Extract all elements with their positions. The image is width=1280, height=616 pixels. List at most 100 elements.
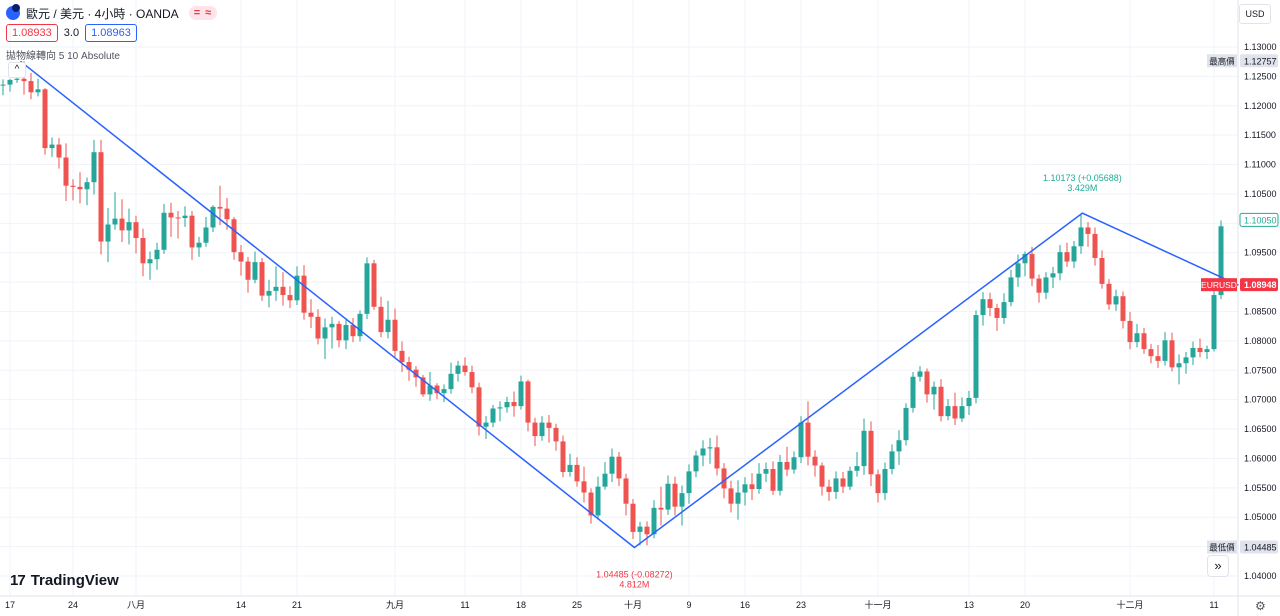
candle-body	[203, 227, 209, 243]
candle-body	[336, 323, 342, 341]
tradingview-logo[interactable]: 17 TradingView	[10, 572, 119, 589]
candle-body	[1197, 347, 1203, 353]
x-tick-label: 十一月	[864, 599, 891, 610]
candle-body	[749, 484, 755, 490]
y-tick-label: 1.09500	[1244, 248, 1277, 258]
candle-body	[686, 471, 692, 494]
price-tag-label: EURUSD	[1201, 280, 1237, 290]
indicator-legend[interactable]: 拋物線轉向 5 10 Absolute	[6, 51, 120, 62]
x-tick-label: 9	[686, 600, 691, 610]
x-tick-label: 18	[516, 600, 526, 610]
candle-body	[637, 526, 643, 532]
y-tick-label: 1.07500	[1244, 365, 1277, 375]
candle-body	[210, 206, 216, 228]
y-tick-label: 1.08500	[1244, 307, 1277, 317]
candle-body	[441, 389, 447, 394]
currency-button[interactable]: USD	[1239, 4, 1271, 24]
x-tick-label: 23	[796, 600, 806, 610]
candle-body	[742, 484, 748, 493]
candle-body	[770, 469, 776, 491]
candle-body	[455, 365, 461, 374]
x-tick-label: 25	[572, 600, 582, 610]
candle-body	[868, 430, 874, 475]
candle-body	[70, 185, 76, 187]
candle-body	[588, 492, 594, 516]
candle-body	[665, 483, 671, 510]
candle-body	[700, 448, 706, 456]
candle-body	[308, 312, 314, 317]
y-tick-label: 1.11000	[1244, 160, 1276, 170]
candle-body	[217, 206, 223, 209]
candle-body	[1064, 252, 1070, 262]
candle-body	[84, 182, 90, 190]
x-tick-label: 11	[460, 600, 469, 610]
price-tag-value: 1.10050	[1244, 215, 1277, 225]
price-tag-high	[1240, 54, 1278, 68]
y-tick-label: 1.12500	[1244, 71, 1277, 81]
candle-body	[1071, 246, 1077, 262]
candle-body	[238, 252, 244, 262]
candle-body	[679, 493, 685, 507]
candle-body	[35, 89, 41, 93]
candle-body	[1183, 357, 1189, 364]
candle-body	[651, 507, 657, 535]
candle-body	[1015, 263, 1021, 278]
candle-body	[532, 422, 538, 437]
candle-body	[1036, 278, 1042, 293]
y-tick-label: 1.04000	[1244, 571, 1277, 581]
price-tag-label: 最高價	[1209, 56, 1235, 66]
candle-body	[189, 215, 195, 248]
candle-body	[938, 386, 944, 417]
candle-body	[1078, 227, 1084, 247]
candle-body	[476, 387, 482, 427]
candle-body	[819, 465, 825, 487]
gear-icon[interactable]: ⚙	[1255, 599, 1266, 613]
candle-body	[147, 259, 153, 264]
sell-price-button[interactable]: 1.08933	[6, 24, 58, 42]
candle-body	[791, 457, 797, 470]
extreme-annotation: 1.10173 (+0.05688)	[1043, 173, 1122, 183]
candle-body	[1148, 349, 1154, 357]
candle-body	[763, 469, 769, 474]
candle-body	[21, 78, 27, 82]
quote-bar: 1.08933 3.0 1.08963	[0, 24, 137, 42]
candle-body	[854, 466, 860, 471]
candle-body	[406, 362, 412, 370]
candle-body	[140, 238, 146, 264]
candle-body	[630, 503, 636, 532]
candle-body	[98, 152, 104, 242]
candle-body	[490, 408, 496, 423]
candle-body	[322, 327, 328, 339]
candle-body	[56, 144, 62, 158]
extreme-volume: 4.812M	[619, 579, 649, 589]
extreme-volume: 3.429M	[1067, 183, 1097, 193]
candle-body	[266, 290, 272, 296]
candle-body	[0, 84, 6, 86]
candle-body	[175, 217, 181, 219]
candle-body	[980, 299, 986, 316]
candle-body	[511, 402, 517, 407]
candle-body	[1162, 340, 1168, 361]
candle-body	[735, 492, 741, 504]
candle-body	[826, 486, 832, 492]
x-tick-label: 17	[5, 600, 15, 610]
candle-body	[385, 319, 391, 333]
candle-body	[952, 406, 958, 419]
collapse-legend-button[interactable]: ^	[8, 62, 26, 78]
candle-body	[1190, 347, 1196, 358]
candle-body	[1134, 333, 1140, 343]
candle-body	[245, 261, 251, 280]
y-tick-label: 1.12000	[1244, 101, 1277, 111]
scroll-to-realtime-button[interactable]: »	[1207, 555, 1229, 577]
candle-body	[994, 307, 1000, 318]
candle-body	[805, 422, 811, 457]
price-tag-label-bg	[1201, 278, 1237, 292]
buy-price-button[interactable]: 1.08963	[85, 24, 137, 42]
candle-body	[350, 325, 356, 337]
candle-body	[966, 397, 972, 407]
y-tick-label: 1.05000	[1244, 512, 1277, 522]
candle-body	[756, 473, 762, 490]
symbol-title[interactable]: 歐元 / 美元 · 4小時 · OANDA	[26, 6, 179, 21]
market-status-badge[interactable]: = ≈	[188, 6, 218, 20]
